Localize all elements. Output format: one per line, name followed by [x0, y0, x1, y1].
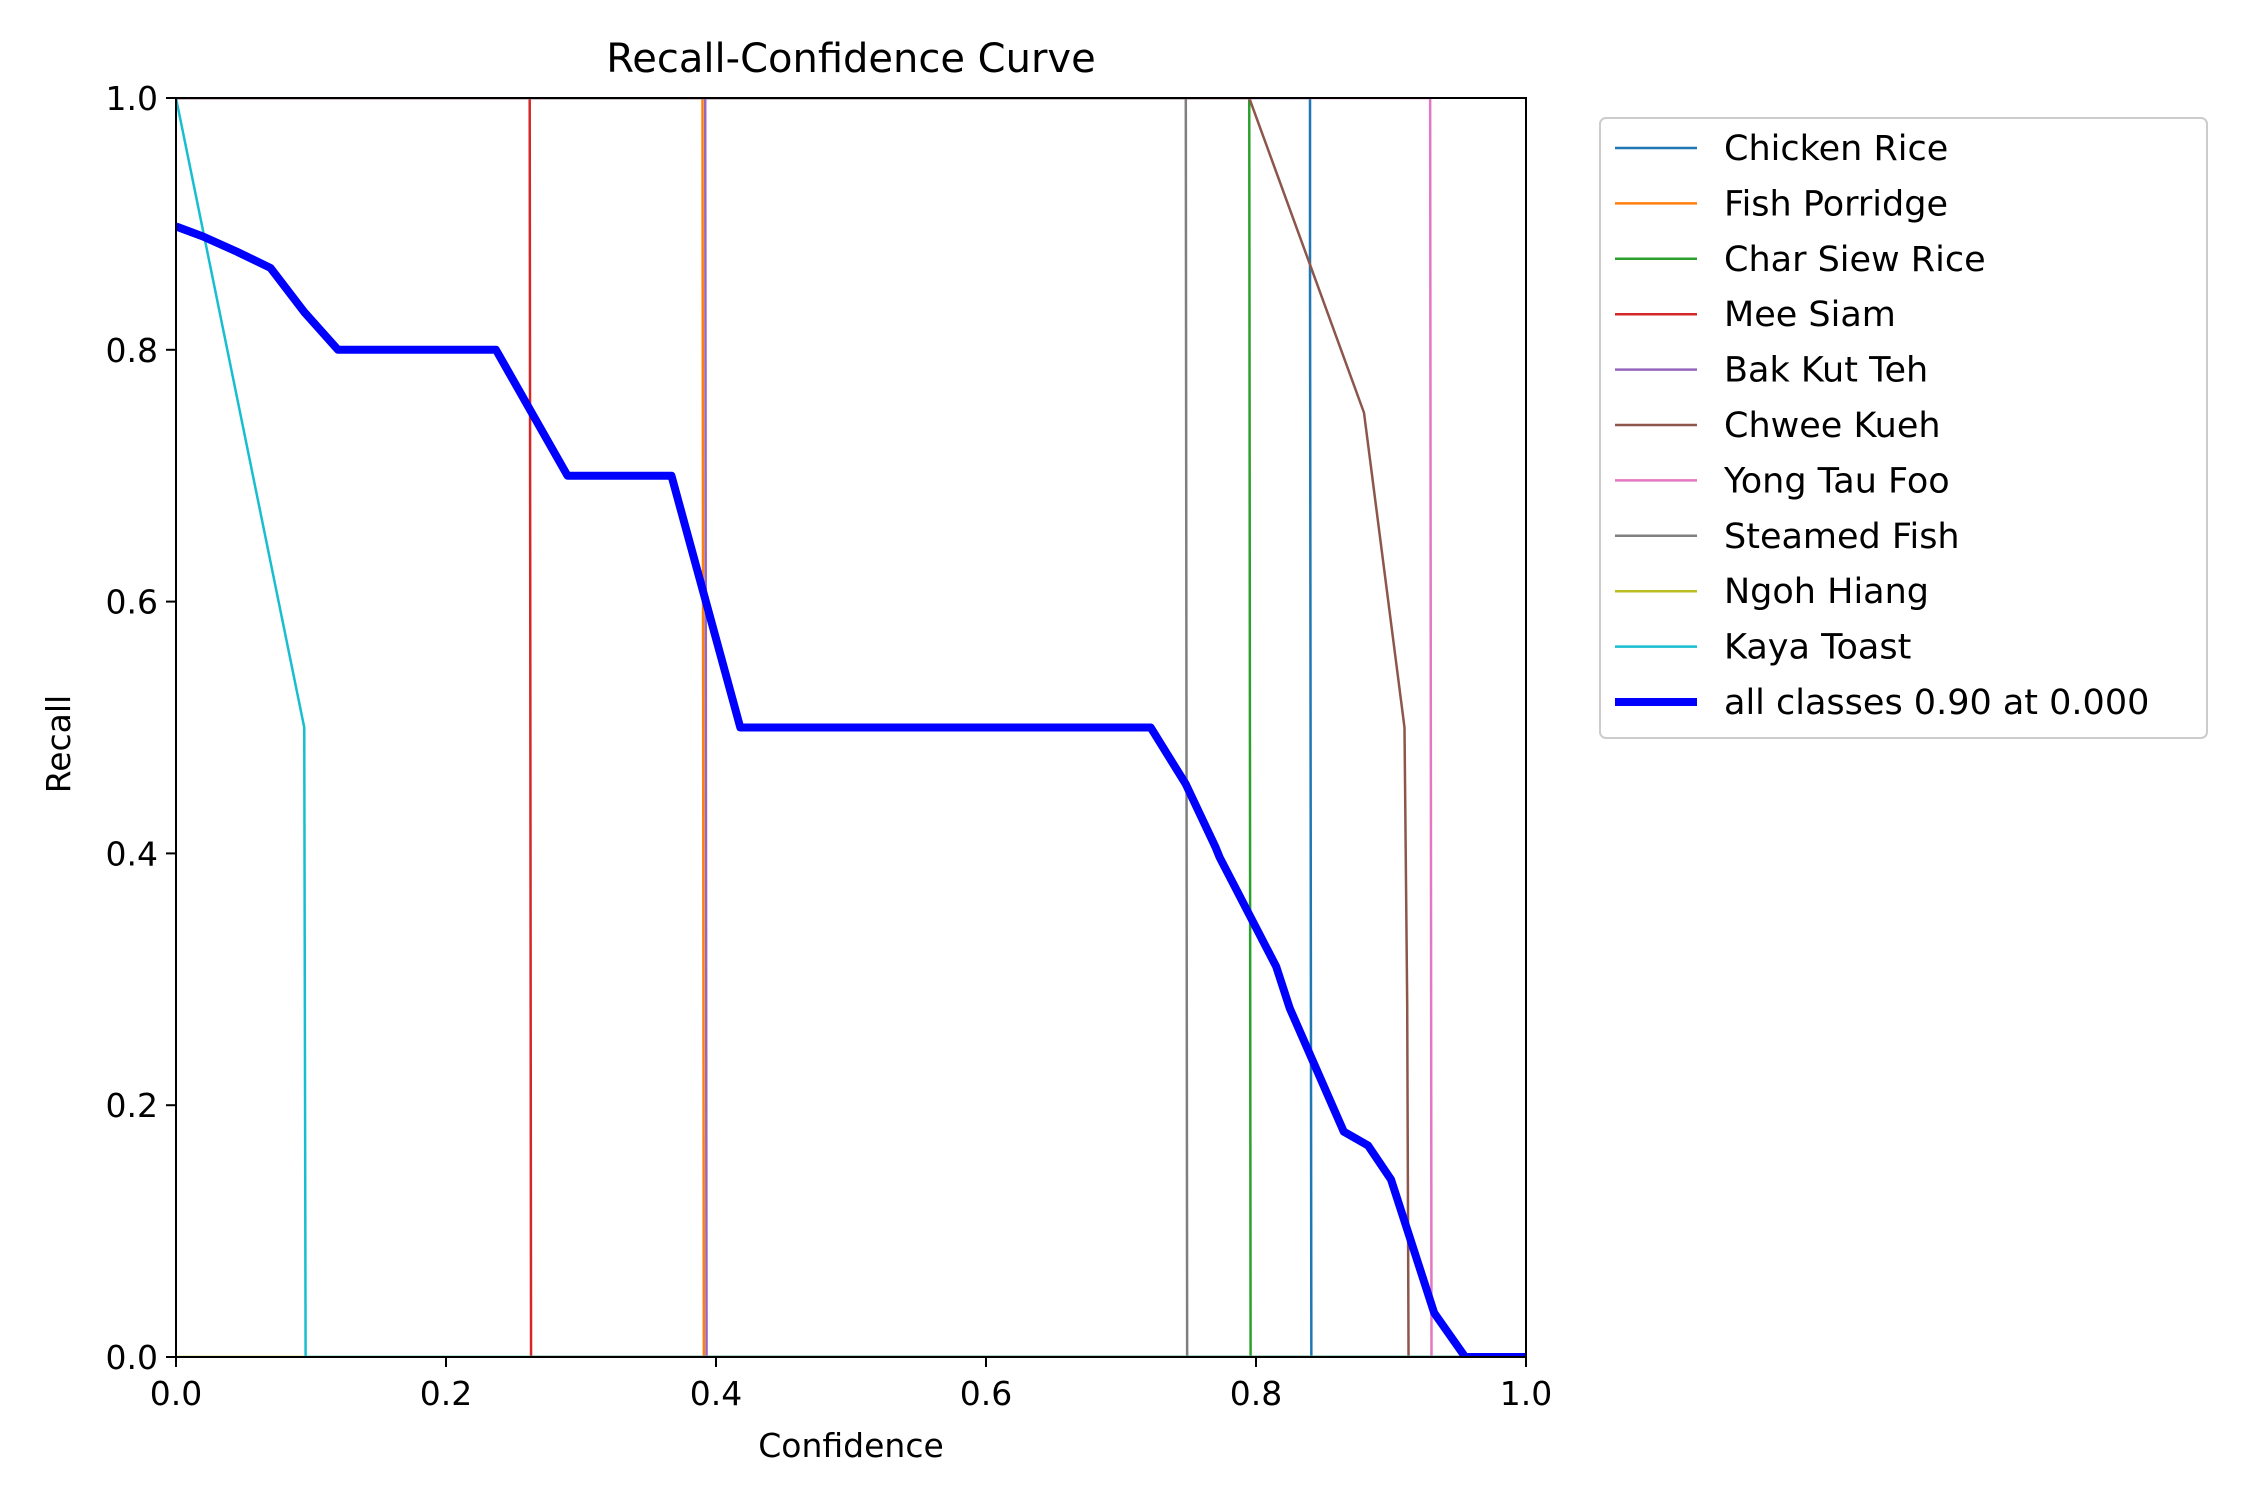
x-tick-label: 0.6 [960, 1374, 1012, 1413]
legend-label-steamed-fish: Steamed Fish [1724, 517, 1960, 557]
x-axis-ticks: 0.0 0.2 0.4 0.6 0.8 1.0 [150, 1357, 1552, 1413]
plot-lines [176, 98, 1526, 1357]
y-tick-label: 0.8 [106, 331, 158, 370]
chart-title: Recall-Confidence Curve [606, 36, 1095, 82]
series-line-mee-siam [176, 98, 1526, 1357]
legend-label-yong-tau-foo: Yong Tau Foo [1723, 461, 1950, 501]
legend-label-ngoh-hiang: Ngoh Hiang [1724, 572, 1929, 612]
x-tick-label: 0.4 [690, 1374, 742, 1413]
x-tick-label: 1.0 [1500, 1374, 1552, 1413]
series-line-all-classes-0-90-at-0-000 [176, 222, 1526, 1357]
legend-label-fish-porridge: Fish Porridge [1724, 184, 1948, 224]
plot-frame [175, 97, 1527, 1358]
y-tick-label: 1.0 [106, 79, 158, 118]
legend-box [1599, 117, 2208, 739]
series-line-bak-kut-teh [176, 98, 1526, 1357]
legend-label-kaya-toast: Kaya Toast [1724, 628, 1911, 668]
x-tick-label: 0.0 [150, 1374, 202, 1413]
x-axis-label: Confidence [758, 1426, 944, 1465]
y-tick-label: 0.2 [106, 1086, 158, 1125]
legend-label-bak-kut-teh: Bak Kut Teh [1724, 351, 1928, 391]
x-tick-label: 0.8 [1230, 1374, 1282, 1413]
legend: Chicken Rice Fish Porridge Char Siew Rice M… [1599, 117, 2208, 739]
series-line-chwee-kueh [176, 98, 1526, 1357]
legend-label-char-siew-rice: Char Siew Rice [1724, 240, 1986, 280]
series-line-yong-tau-foo [176, 98, 1526, 1357]
series-line-char-siew-rice [176, 98, 1526, 1357]
series-line-fish-porridge [176, 98, 1526, 1357]
y-axis-label: Recall [39, 695, 78, 793]
legend-label-chwee-kueh: Chwee Kueh [1724, 406, 1941, 446]
x-tick-label: 0.2 [420, 1374, 472, 1413]
legend-label-all-classes-0-90-at-0-000: all classes 0.90 at 0.000 [1724, 683, 2149, 723]
y-tick-label: 0.4 [106, 834, 158, 873]
legend-label-chicken-rice: Chicken Rice [1724, 129, 1948, 169]
y-axis-ticks: 0.0 0.2 0.4 0.6 0.8 1.0 [106, 79, 176, 1377]
series-line-steamed-fish [176, 98, 1526, 1357]
series-line-kaya-toast [176, 98, 1526, 1357]
y-tick-label: 0.6 [106, 583, 158, 622]
legend-label-mee-siam: Mee Siam [1724, 295, 1896, 335]
y-tick-label: 0.0 [106, 1338, 158, 1377]
